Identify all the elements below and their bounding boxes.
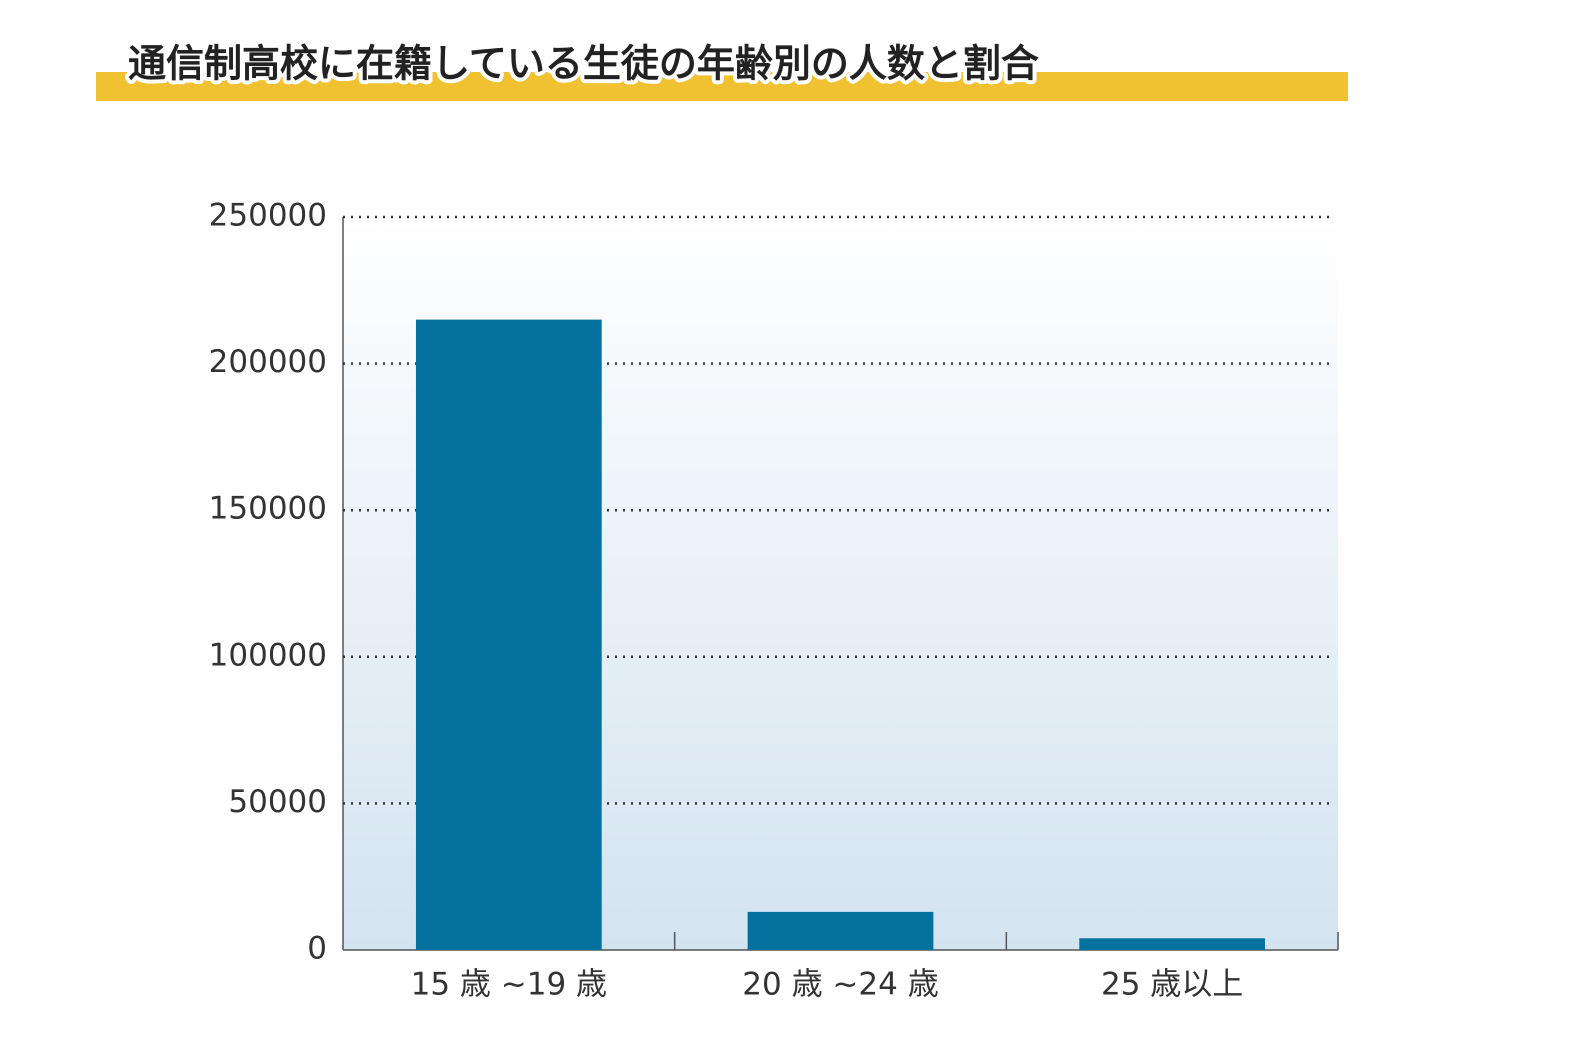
x-tick-label: 20 歳 ~24 歳 xyxy=(742,967,938,1003)
y-tick-label: 0 xyxy=(307,931,327,967)
bar xyxy=(747,911,934,950)
y-tick-label: 50000 xyxy=(228,784,327,820)
title-band xyxy=(96,72,1348,101)
chart-title: 通信制高校に在籍している生徒の年齢別の人数と割合 xyxy=(128,42,1039,86)
y-tick-label: 250000 xyxy=(209,198,327,234)
y-tick-label: 200000 xyxy=(209,344,327,380)
y-tick-label: 100000 xyxy=(209,637,327,673)
x-tick-label: 15 歳 ~19 歳 xyxy=(411,967,607,1003)
bar xyxy=(415,319,602,950)
x-tick-label: 25 歳以上 xyxy=(1101,967,1243,1003)
y-tick-label: 150000 xyxy=(209,491,327,527)
bar xyxy=(1079,938,1266,950)
